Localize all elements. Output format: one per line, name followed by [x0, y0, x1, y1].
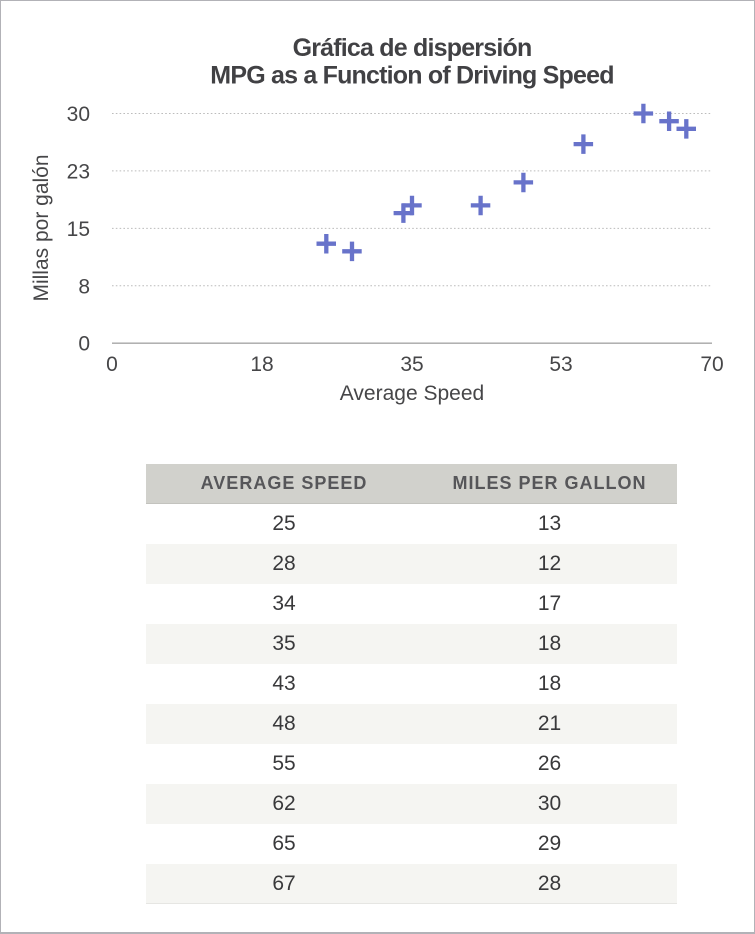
svg-text:0: 0 [106, 353, 118, 376]
svg-text:30: 30 [67, 103, 90, 126]
svg-text:23: 23 [67, 160, 90, 183]
svg-text:18: 18 [250, 353, 273, 376]
svg-text:35: 35 [400, 353, 423, 376]
svg-text:70: 70 [700, 353, 723, 376]
svg-text:Average Speed: Average Speed [340, 382, 484, 405]
svg-text:Millas por galón: Millas por galón [30, 154, 53, 301]
svg-text:MPG as a Function of Driving S: MPG as a Function of Driving Speed [210, 62, 613, 90]
svg-text:Gráfica de dispersión: Gráfica de dispersión [293, 34, 532, 62]
svg-text:8: 8 [78, 275, 90, 298]
svg-text:53: 53 [549, 353, 572, 376]
svg-text:15: 15 [67, 218, 90, 241]
svg-text:0: 0 [78, 333, 90, 356]
